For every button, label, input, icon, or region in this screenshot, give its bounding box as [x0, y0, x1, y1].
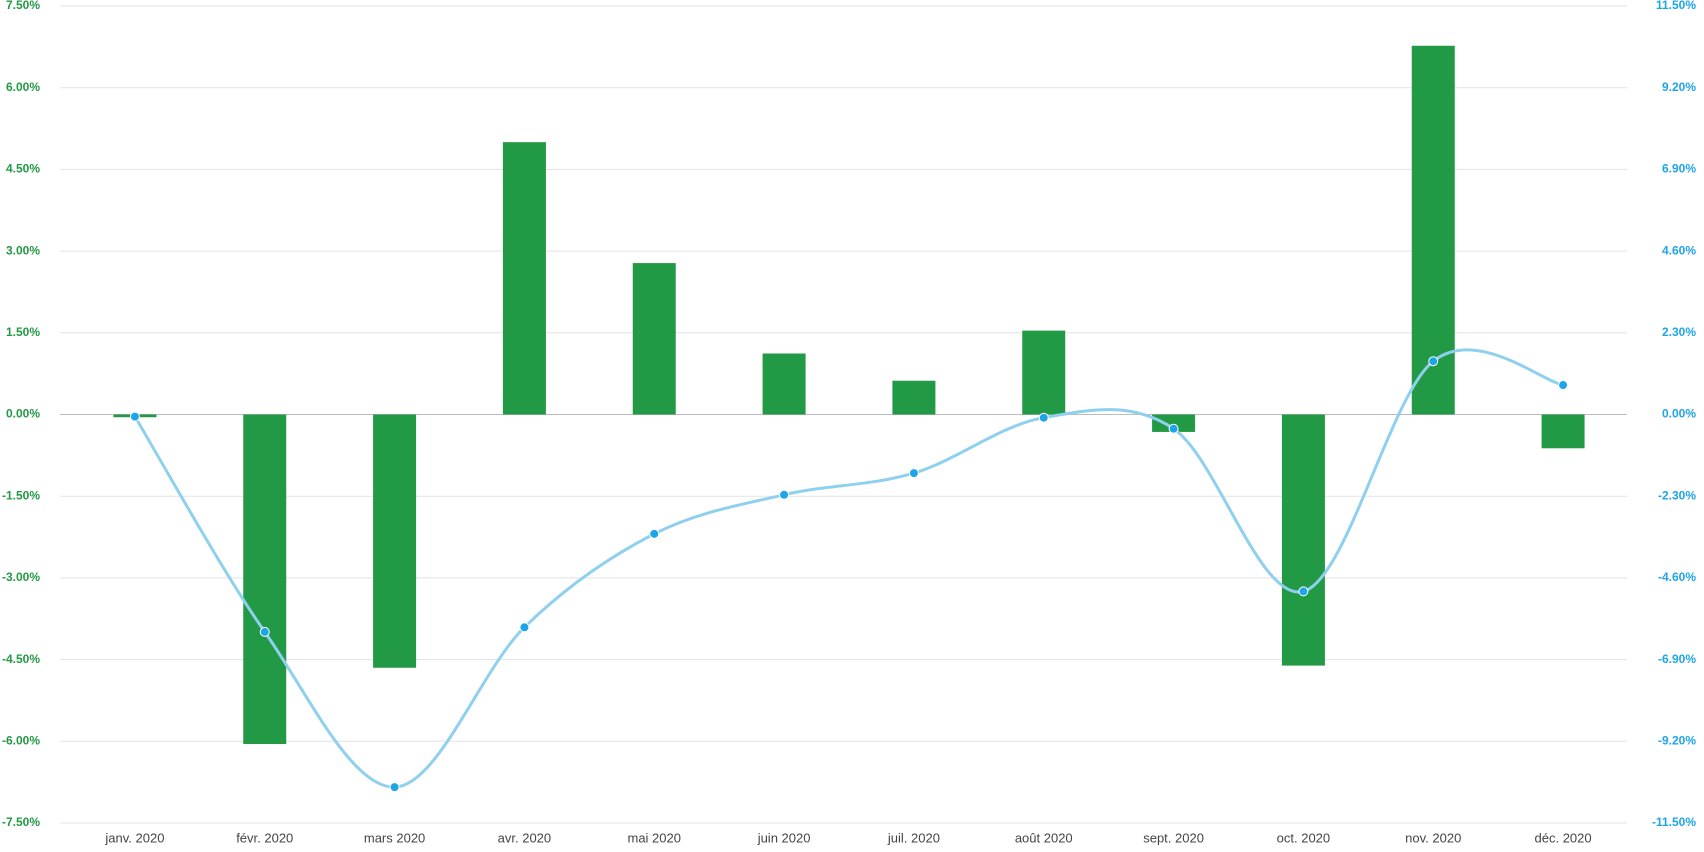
y-tick-label: 0.00%	[6, 407, 40, 421]
y-tick-label: -6.00%	[2, 733, 40, 747]
y2-tick-label: 9.20%	[1662, 80, 1696, 94]
y-tick-label: 1.50%	[6, 325, 40, 339]
line-point	[1428, 356, 1439, 367]
y2-tick-label: 4.60%	[1662, 243, 1696, 257]
y2-tick-label: -2.30%	[1658, 488, 1696, 502]
bar	[632, 263, 676, 415]
x-tick-label: juil. 2020	[887, 830, 940, 845]
bar	[373, 414, 417, 668]
y-tick-label: -7.50%	[2, 815, 40, 829]
x-tick-label: janv. 2020	[104, 830, 164, 845]
bar	[243, 414, 287, 745]
bar	[1281, 414, 1325, 666]
x-tick-label: oct. 2020	[1277, 830, 1331, 845]
x-tick-label: sept. 2020	[1143, 830, 1204, 845]
bar	[762, 353, 806, 415]
x-tick-label: mars 2020	[364, 830, 425, 845]
line-point	[1038, 412, 1049, 423]
x-tick-label: déc. 2020	[1535, 830, 1592, 845]
y-tick-label: 4.50%	[6, 162, 40, 176]
x-tick-label: nov. 2020	[1405, 830, 1461, 845]
y2-tick-label: -6.90%	[1658, 652, 1696, 666]
line-point	[779, 489, 790, 500]
x-tick-label: juin 2020	[757, 830, 811, 845]
x-tick-label: avr. 2020	[498, 830, 552, 845]
line-point	[908, 468, 919, 479]
y-tick-label: -1.50%	[2, 488, 40, 502]
line-point	[389, 782, 400, 793]
y2-tick-label: -9.20%	[1658, 733, 1696, 747]
y-tick-label: 3.00%	[6, 243, 40, 257]
y2-tick-label: -11.50%	[1652, 815, 1696, 829]
line-point	[1298, 586, 1309, 597]
x-tick-label: août 2020	[1015, 830, 1073, 845]
y2-tick-label: 6.90%	[1662, 162, 1696, 176]
y2-tick-label: -4.60%	[1658, 570, 1696, 584]
line-point	[129, 411, 140, 422]
bar	[502, 142, 546, 415]
line-point	[1168, 423, 1179, 434]
line-point	[259, 626, 270, 637]
y-tick-label: -3.00%	[2, 570, 40, 584]
bar	[1541, 414, 1585, 449]
y2-tick-label: 0.00%	[1662, 407, 1696, 421]
bar	[1022, 330, 1066, 415]
x-tick-label: mai 2020	[628, 830, 681, 845]
y2-tick-label: 11.50%	[1656, 0, 1696, 12]
line-point	[519, 622, 530, 633]
bar	[1152, 414, 1196, 432]
line-point	[1558, 380, 1569, 391]
line-point	[649, 528, 660, 539]
y2-tick-label: 2.30%	[1662, 325, 1696, 339]
x-tick-label: févr. 2020	[236, 830, 293, 845]
y-tick-label: -4.50%	[2, 652, 40, 666]
y-tick-label: 7.50%	[6, 0, 40, 12]
y-tick-label: 6.00%	[6, 80, 40, 94]
line	[133, 348, 1564, 789]
bar	[892, 380, 936, 415]
